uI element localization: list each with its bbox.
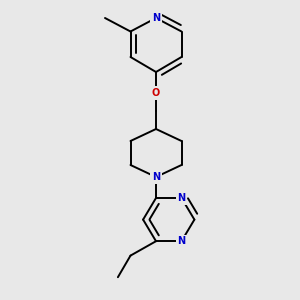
Text: N: N xyxy=(177,193,186,203)
Text: N: N xyxy=(177,236,186,246)
Text: N: N xyxy=(152,172,160,182)
Text: O: O xyxy=(152,88,160,98)
Text: N: N xyxy=(152,13,160,23)
